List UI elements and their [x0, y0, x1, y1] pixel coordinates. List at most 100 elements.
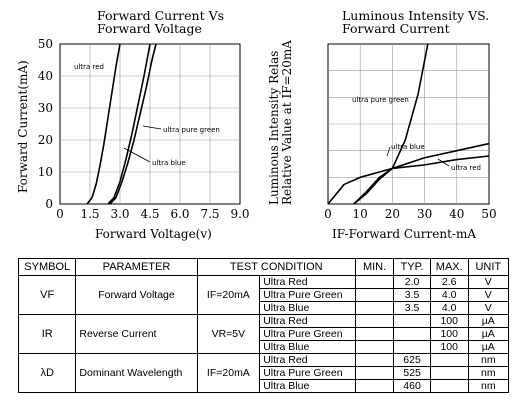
chart1-xtick: 9.0: [230, 207, 249, 221]
symbol-lambda-d: λD: [17, 353, 77, 393]
chart2-arrow-red: [437, 158, 450, 167]
forward-current-chart: Forward Current Vs Forward Voltage 0 1.5 3…: [16, 8, 250, 241]
table-row: λD Dominant Wavelength IF=20mA Ultra Red…: [17, 353, 510, 393]
typ-cell: 625: [393, 353, 431, 367]
chart1-arrow-green: [142, 125, 162, 130]
header-parameter: PARAMETER: [75, 258, 198, 276]
condition-vf: IF=20mA: [196, 275, 261, 315]
chart1-arrow-blue: [123, 147, 151, 163]
max-cell: 4.0: [429, 301, 469, 315]
chart2-xtick: 30: [417, 207, 432, 221]
chart2-xtick: 20: [385, 207, 400, 221]
chart1-series-ultra-red: [86, 43, 121, 205]
table-row: Ultra Blue 460 nm: [19, 379, 510, 393]
unit-cell: µA: [467, 314, 510, 328]
chart2-label-ultra-red: ultra red: [451, 164, 481, 172]
parameter-forward-voltage: Forward Voltage: [75, 275, 198, 315]
chart1-series-ultra-pure-green: [107, 43, 151, 205]
chart1-xtick: 4.5: [140, 207, 159, 221]
chart2-arrow-blue: [386, 146, 391, 157]
min-cell: [354, 301, 395, 315]
chart1-xlabel: Forward Voltage(v): [95, 227, 212, 241]
chart1-xtick: 7.5: [200, 207, 219, 221]
unit-cell: V: [467, 288, 510, 302]
chart1-ylabel: Forward Current(mA): [16, 60, 30, 193]
color-cell: Ultra Blue: [259, 340, 356, 354]
unit-cell: µA: [467, 327, 510, 341]
typ-cell: 3.5: [393, 288, 431, 302]
spec-header-row: SYMBOL PARAMETER TEST CONDITION MIN. TYP…: [17, 258, 510, 276]
color-cell: Ultra Pure Green: [259, 366, 356, 380]
chart1-xtick: 3.0: [110, 207, 129, 221]
max-cell: 100: [429, 327, 469, 341]
max-cell: 100: [429, 340, 469, 354]
chart1-series-ultra-blue: [109, 43, 157, 205]
min-cell: [354, 353, 395, 367]
typ-cell: 525: [393, 366, 431, 380]
color-cell: Ultra Red: [259, 314, 356, 328]
color-cell: Ultra Blue: [259, 379, 356, 393]
max-cell: 2.6: [429, 275, 469, 289]
unit-cell: nm: [467, 353, 510, 367]
max-cell: 100: [429, 314, 469, 328]
header-unit: UNIT: [467, 258, 510, 276]
chart2-ticks: 0 10 20 30 40 50: [324, 207, 496, 221]
chart2-xtick: 0: [324, 207, 332, 221]
unit-cell: µA: [467, 340, 510, 354]
chart2-title: Luminous Intensity VS.: [342, 8, 489, 23]
condition-ir: VR=5V: [196, 314, 261, 354]
symbol-vf: VF: [17, 275, 77, 315]
max-cell: [429, 379, 469, 393]
chart1-xtick: 6.0: [170, 207, 189, 221]
max-cell: [429, 353, 469, 367]
parameter-reverse-current: Reverse Current: [75, 314, 198, 354]
typ-cell: 3.5: [393, 301, 431, 315]
chart1-xtick: 1.5: [80, 207, 99, 221]
chart1-ytick: 50: [38, 37, 53, 51]
min-cell: [354, 366, 395, 380]
spec-table: SYMBOL PARAMETER TEST CONDITION MIN. TYP…: [17, 258, 510, 393]
typ-cell: [393, 314, 431, 328]
chart1-subtitle: Forward Voltage: [97, 21, 202, 36]
min-cell: [354, 379, 395, 393]
chart1-lines: [86, 43, 157, 205]
chart2-series-ultra-red: [327, 155, 490, 205]
typ-cell: [393, 340, 431, 354]
chart1-ticks: 0 1.5 3.0 4.5 6.0 7.5 9.0 0 10 20 30 40 50: [38, 37, 250, 221]
typ-cell: 2.0: [393, 275, 431, 289]
header-test-condition: TEST CONDITION: [196, 258, 356, 276]
chart1-ytick: 10: [38, 165, 53, 179]
min-cell: [354, 275, 395, 289]
chart1-title: Forward Current Vs: [97, 8, 224, 23]
table-row: Ultra Pure Green 3.5 4.0 V: [19, 288, 510, 302]
chart2-xtick: 40: [449, 207, 464, 221]
chart2-ylabel: Luminous Intensity Relas: [267, 51, 281, 205]
chart2-ylabel2: Relative Value at IF=20mA: [280, 40, 294, 205]
chart1-xtick: 0: [56, 207, 64, 221]
chart1-label-ultra-blue: ultra blue: [152, 159, 186, 167]
chart1-label-ultra-pure-green: ultra pure green: [163, 126, 220, 134]
min-cell: [354, 314, 395, 328]
parameter-dominant-wavelength: Dominant Wavelength: [75, 353, 198, 393]
chart1-ytick: 20: [38, 133, 53, 147]
unit-cell: nm: [467, 366, 510, 380]
chart2-xtick: 10: [353, 207, 368, 221]
chart2-subtitle: Forward Current: [342, 21, 450, 36]
min-cell: [354, 327, 395, 341]
typ-cell: [393, 327, 431, 341]
table-row: VF Forward Voltage IF=20mA Ultra Red 2.0…: [17, 275, 510, 315]
color-cell: Ultra Blue: [259, 301, 356, 315]
chart1-ytick: 0: [45, 197, 53, 211]
luminous-intensity-chart: Luminous Intensity VS. Forward Current 0…: [267, 8, 497, 241]
chart2-label-ultra-pure-green: ultra pure green: [352, 96, 409, 104]
color-cell: Ultra Red: [259, 353, 356, 367]
color-cell: Ultra Red: [259, 275, 356, 289]
chart2-grid: [327, 43, 490, 205]
chart1-label-ultra-red: ultra red: [74, 63, 104, 71]
symbol-ir: IR: [17, 314, 77, 354]
min-cell: [354, 288, 395, 302]
unit-cell: nm: [467, 379, 510, 393]
chart2-xtick: 50: [481, 207, 496, 221]
max-cell: [429, 366, 469, 380]
chart2-xlabel: IF-Forward Current-mA: [332, 227, 476, 241]
